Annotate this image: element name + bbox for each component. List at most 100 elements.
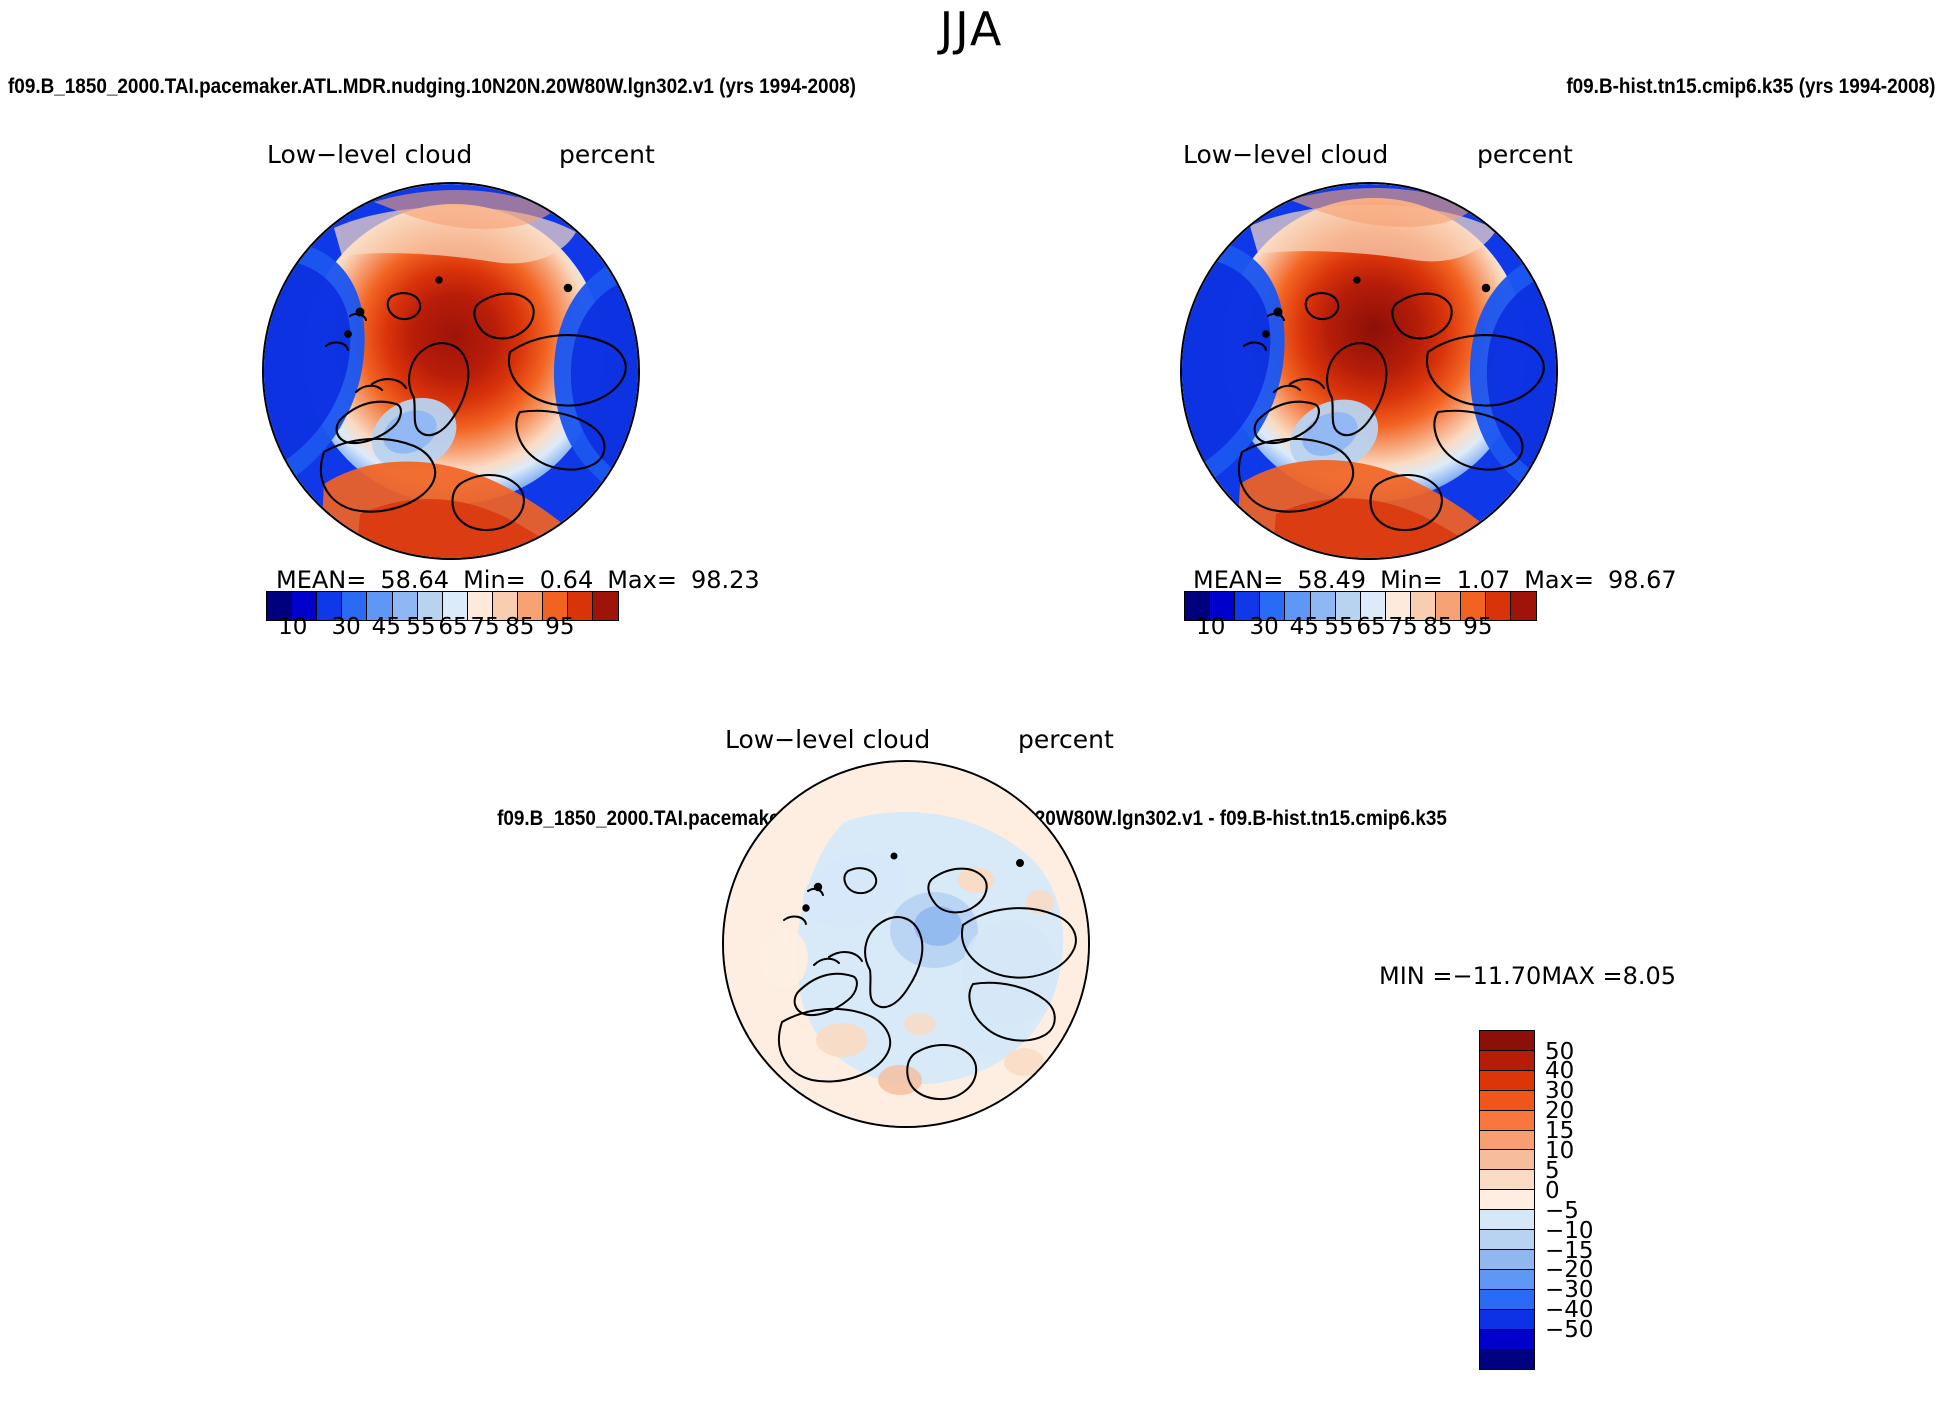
colorbar-swatch xyxy=(1479,1248,1535,1271)
colorbar-swatch xyxy=(1479,1049,1535,1072)
colorbar-right[interactable] xyxy=(1184,591,1538,621)
colorbar-swatch xyxy=(1485,591,1513,621)
colorbar-swatch xyxy=(1309,591,1337,621)
colorbar-swatch xyxy=(1479,1069,1535,1092)
colorbar-tick-label: −40 xyxy=(1545,1297,1594,1324)
colorbar-tick-label: 95 xyxy=(545,614,575,640)
colorbar-tick-label: 30 xyxy=(1249,614,1279,640)
colorbar-tick-label: 75 xyxy=(1388,614,1418,640)
season-title: JJA xyxy=(939,2,1004,56)
max-value-left: 98.23 xyxy=(690,566,760,594)
colorbar-tick-label: −20 xyxy=(1545,1257,1594,1284)
colorbar-swatch xyxy=(1479,1209,1535,1231)
colorbar-tick-label: 15 xyxy=(1545,1118,1575,1145)
stats-line-left: MEAN= 58.64 Min= 0.64 Max= 98.23 xyxy=(276,566,760,594)
colorbar-swatch xyxy=(1479,1328,1535,1351)
mean-label-left: MEAN= xyxy=(276,566,367,594)
colorbar-swatch xyxy=(517,591,544,621)
case-title-right: f09.B-hist.tn15.cmip6.k35 (yrs 1994-2008… xyxy=(1565,74,1935,98)
colorbar-swatch xyxy=(1409,591,1437,621)
colorbar-tick-label: 85 xyxy=(505,614,535,640)
colorbar-swatch xyxy=(1184,591,1211,621)
unit-label-difference: percent xyxy=(1018,725,1114,754)
colorbar-difference[interactable] xyxy=(1479,1030,1535,1370)
colorbar-swatch xyxy=(1479,1348,1535,1370)
colorbar-tick-label: 30 xyxy=(1545,1078,1575,1105)
minmax-line-difference: MIN =−11.70MAX =8.05 xyxy=(1379,962,1676,990)
colorbar-tick-label: 30 xyxy=(331,614,361,640)
colorbar-swatch xyxy=(391,591,419,621)
colorbar-swatch xyxy=(542,591,569,621)
colorbar-tick-label: 45 xyxy=(371,614,401,640)
colorbar-tick-label: 20 xyxy=(1545,1098,1575,1125)
colorbar-swatch xyxy=(416,591,444,621)
max-label-right: Max= xyxy=(1524,566,1594,594)
min-value-left: 0.64 xyxy=(539,566,594,594)
case-title-left: f09.B_1850_2000.TAI.pacemaker.ATL.MDR.nu… xyxy=(8,74,856,98)
colorbar-swatch xyxy=(366,591,394,621)
colorbar-tick-label: −15 xyxy=(1545,1237,1594,1264)
colorbar-swatch xyxy=(1479,1149,1535,1171)
polar-map-difference[interactable] xyxy=(722,760,1090,1128)
max-label-difference: MAX = xyxy=(1541,962,1623,990)
max-value-right: 98.67 xyxy=(1607,566,1677,594)
max-label-left: Max= xyxy=(607,566,677,594)
colorbar-swatch xyxy=(1479,1229,1535,1251)
variable-label-right: Low−level cloud xyxy=(1183,140,1389,169)
min-label-right: Min= xyxy=(1380,566,1443,594)
colorbar-tick-label: 5 xyxy=(1545,1157,1560,1184)
variable-label-left: Low−level cloud xyxy=(267,140,473,169)
colorbar-tick-label: 55 xyxy=(1324,614,1354,640)
polar-map-historical-canvas xyxy=(1182,184,1556,558)
colorbar-swatch xyxy=(1479,1089,1535,1112)
colorbar-left[interactable] xyxy=(266,591,620,621)
colorbar-tick-label: 10 xyxy=(278,614,308,640)
min-value-difference: −11.70 xyxy=(1452,962,1542,990)
mean-label-right: MEAN= xyxy=(1193,566,1284,594)
max-value-difference: 8.05 xyxy=(1622,962,1677,990)
colorbar-tick-label: 65 xyxy=(1356,614,1386,640)
polar-map-historical[interactable] xyxy=(1180,182,1558,560)
colorbar-swatch xyxy=(1479,1288,1535,1311)
unit-label-left: percent xyxy=(559,140,655,169)
min-label-left: Min= xyxy=(463,566,526,594)
colorbar-swatch xyxy=(1510,591,1538,621)
colorbar-tick-label: −50 xyxy=(1545,1317,1594,1344)
mean-value-left: 58.64 xyxy=(380,566,450,594)
colorbar-left-labels: 10 30 45 55 65 75 85 95 xyxy=(266,614,640,644)
colorbar-swatch xyxy=(1479,1169,1535,1191)
colorbar-swatch xyxy=(1479,1268,1535,1291)
polar-map-difference-canvas xyxy=(724,762,1088,1126)
colorbar-tick-label: 0 xyxy=(1545,1177,1560,1204)
colorbar-tick-label: 10 xyxy=(1545,1138,1575,1164)
polar-map-pacemaker-canvas xyxy=(264,184,638,558)
unit-label-right: percent xyxy=(1477,140,1573,169)
colorbar-swatch xyxy=(1384,591,1412,621)
colorbar-swatch xyxy=(341,591,369,621)
colorbar-swatch xyxy=(1479,1308,1535,1331)
colorbar-swatch xyxy=(1284,591,1312,621)
colorbar-swatch xyxy=(466,591,494,621)
colorbar-swatch xyxy=(1479,1189,1535,1211)
colorbar-right-labels: 10 30 45 55 65 75 85 95 xyxy=(1184,614,1558,644)
colorbar-tick-label: 45 xyxy=(1289,614,1319,640)
stats-line-right: MEAN= 58.49 Min= 1.07 Max= 98.67 xyxy=(1193,566,1677,594)
colorbar-tick-label: 75 xyxy=(470,614,500,640)
colorbar-tick-label: 40 xyxy=(1545,1058,1575,1085)
colorbar-swatch xyxy=(1479,1030,1535,1052)
min-label-difference: MIN = xyxy=(1379,962,1453,990)
colorbar-tick-label: −30 xyxy=(1545,1277,1594,1304)
colorbar-tick-label: 50 xyxy=(1545,1038,1575,1065)
colorbar-tick-label: 55 xyxy=(406,614,436,640)
mean-value-right: 58.49 xyxy=(1297,566,1367,594)
variable-label-difference: Low−level cloud xyxy=(725,725,931,754)
colorbar-tick-label: −10 xyxy=(1545,1217,1594,1244)
polar-map-pacemaker[interactable] xyxy=(262,182,640,560)
colorbar-swatch xyxy=(592,591,620,621)
colorbar-tick-label: 65 xyxy=(438,614,468,640)
colorbar-tick-label: 10 xyxy=(1196,614,1226,640)
colorbar-swatch xyxy=(1359,591,1387,621)
colorbar-swatch xyxy=(1479,1109,1535,1132)
colorbar-swatch xyxy=(1479,1129,1535,1152)
min-value-right: 1.07 xyxy=(1456,566,1511,594)
